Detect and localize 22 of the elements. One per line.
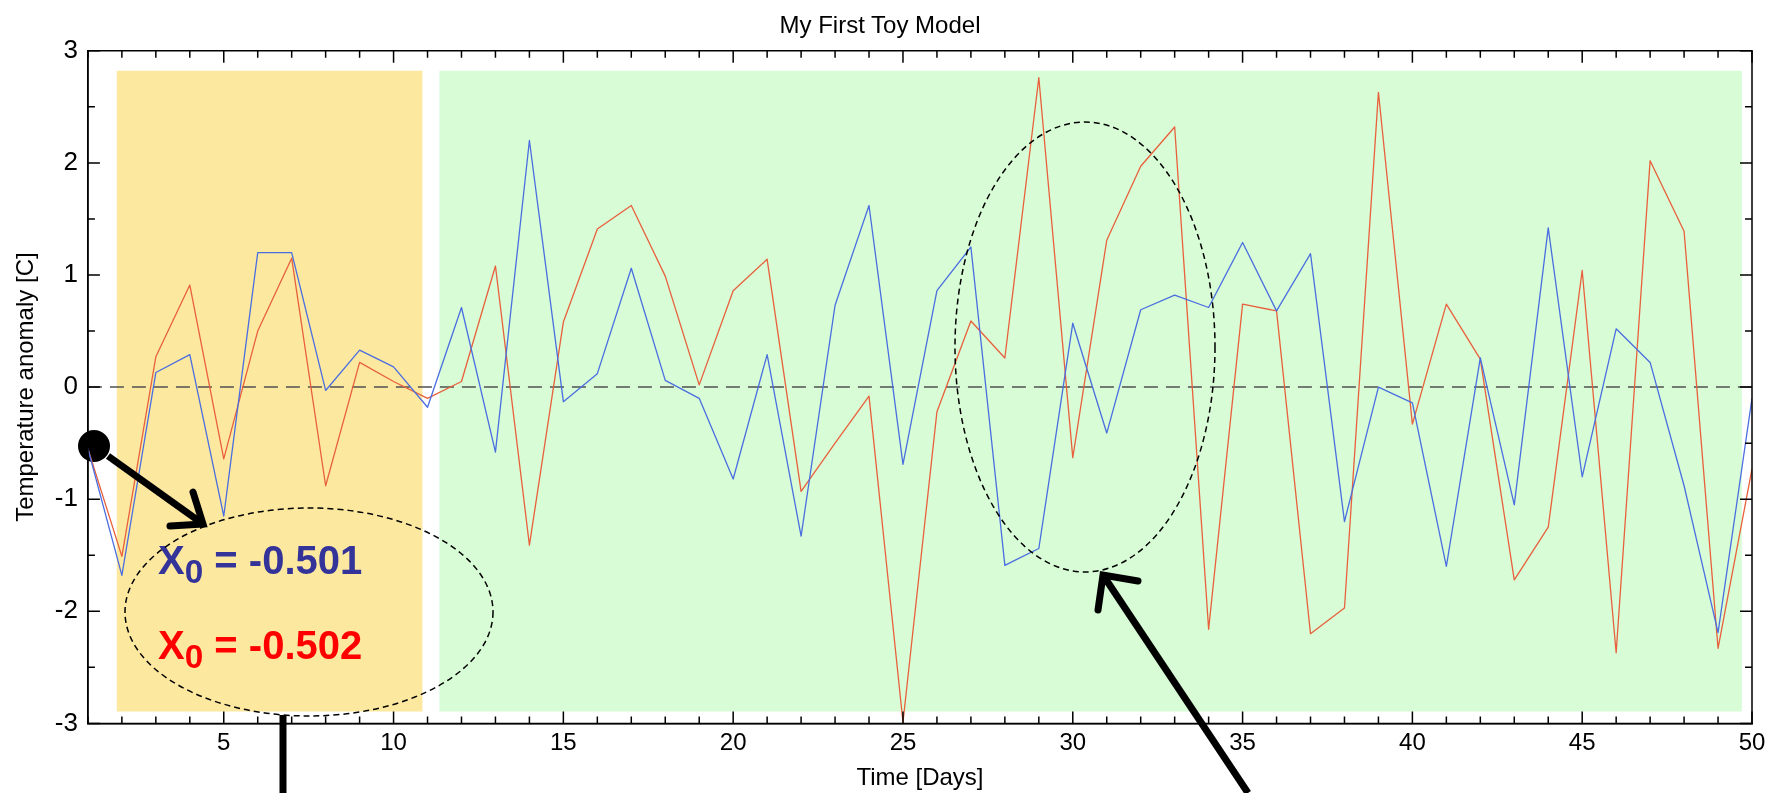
x-tick-label: 10 bbox=[380, 728, 407, 756]
x-axis-title: Time [Days] bbox=[856, 763, 984, 791]
y-tick-label: 3 bbox=[63, 33, 78, 64]
y-tick-label: 1 bbox=[63, 258, 78, 289]
annotation: X$_{0}$ = -0.502 bbox=[158, 623, 363, 676]
y-tick-label: -1 bbox=[54, 482, 78, 513]
y-tick-label: -3 bbox=[54, 706, 78, 737]
x-tick-label: 50 bbox=[1738, 728, 1766, 756]
x-tick-label: 25 bbox=[889, 728, 917, 756]
x-tick-label: 5 bbox=[217, 728, 231, 756]
y-tick-label: 2 bbox=[63, 146, 78, 177]
y-tick-label: 0 bbox=[63, 370, 78, 401]
x-tick-label: 20 bbox=[719, 728, 747, 756]
y-tick-label: -2 bbox=[54, 594, 78, 625]
x-tick-label: 30 bbox=[1059, 728, 1087, 756]
x-tick-label: 35 bbox=[1229, 728, 1256, 756]
x-tick-label: 45 bbox=[1568, 728, 1596, 756]
annotation: X$_{0}$ = -0.501 bbox=[158, 538, 363, 591]
x-tick-label: 40 bbox=[1399, 728, 1426, 756]
y-axis-title: Temperature anomaly [C] bbox=[11, 252, 39, 522]
chart-title: My First Toy Model bbox=[779, 11, 981, 39]
x-tick-label: 15 bbox=[550, 728, 577, 756]
